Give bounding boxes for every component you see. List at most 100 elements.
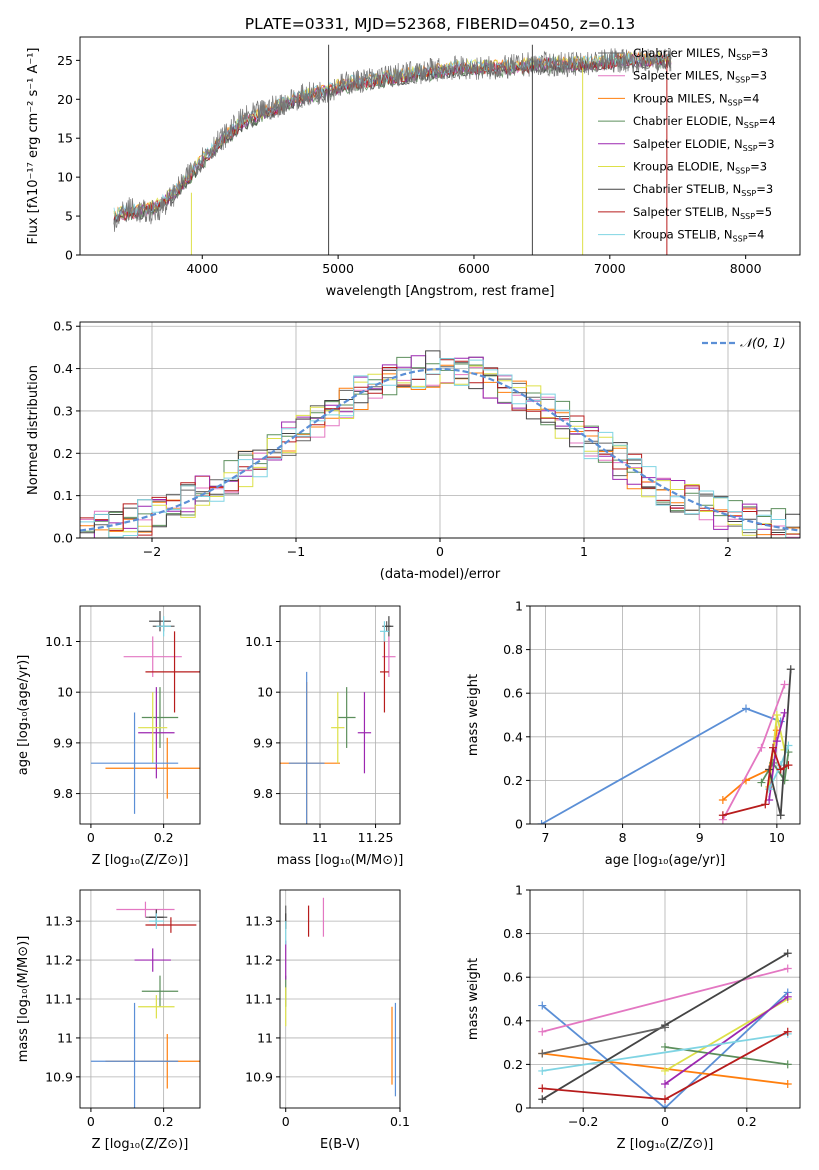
weight-line (541, 707, 782, 824)
y-tick-label: 0.0 (53, 531, 73, 546)
residuals-panel: −2 −1 0 1 2 0.0 0.1 0.2 0.3 0.4 0.5 (data-model)/er… (26, 319, 801, 582)
y-axis-label: mass weight (466, 958, 481, 1040)
x-tick-label: 0 (87, 830, 95, 845)
age-vs-mass-plot-area (280, 616, 396, 824)
y-tick-label: 0.6 (503, 686, 523, 701)
weight-marker (783, 949, 792, 958)
y-axis-label: mass [log₁₀(M/M⊙)] (16, 936, 31, 1063)
weight-marker (786, 665, 795, 674)
weight-marker (784, 761, 793, 770)
weight-marker (783, 1060, 792, 1069)
mass-vs-Z-plot-area (90, 901, 200, 1108)
legend-entry: Salpeter MILES, NSSP=3 (633, 69, 767, 85)
weight-line (541, 991, 789, 1108)
x-tick-label: 9 (696, 830, 704, 845)
y-tick-label: 10 (57, 170, 73, 185)
weight-marker (757, 743, 766, 752)
y-tick-label: 11.1 (45, 992, 73, 1007)
weight-line (542, 1026, 666, 1055)
x-tick-label: 0 (661, 1114, 669, 1129)
y-axis-label: mass weight (466, 674, 481, 756)
x-axis-label: E(B-V) (320, 1137, 360, 1152)
legend-entry: Chabrier MILES, NSSP=3 (633, 46, 768, 62)
weight-line (542, 1033, 788, 1072)
y-tick-label: 0.8 (503, 642, 523, 657)
legend-entry: Kroupa MILES, NSSP=4 (633, 91, 759, 107)
y-tick-label: 1 (515, 883, 523, 898)
y-tick-label: 10.1 (245, 634, 273, 649)
weight-line (768, 669, 792, 816)
y-tick-label: 5 (65, 209, 73, 224)
weight-marker (661, 1023, 669, 1032)
weight-marker (538, 1001, 547, 1010)
weight-marker (538, 1084, 547, 1093)
y-tick-label: 9.9 (253, 735, 273, 750)
weight-marker (537, 820, 546, 824)
x-tick-label: 0.2 (154, 1114, 174, 1129)
x-tick-label: 0.2 (154, 830, 174, 845)
mass-weight-vs-Z-panel: −0.2 0 0.2 0 0.2 0.4 0.6 0.8 1 Z [log₁₀(Z/Z⊙)] mas… (466, 883, 801, 1152)
x-tick-label: 0 (282, 1114, 290, 1129)
weight-marker (718, 796, 727, 805)
y-axis-label: age [log₁₀(age/yr)] (16, 655, 31, 776)
y-axis-label: Flux [fλ10⁻¹⁷ erg cm⁻² s⁻¹ A⁻¹] (26, 48, 41, 245)
y-axis-label: Normed distribution (26, 365, 41, 495)
x-tick-label: 6000 (458, 261, 490, 276)
x-tick-label: 2 (724, 544, 732, 559)
weight-marker (776, 765, 785, 774)
y-tick-label: 0.6 (503, 970, 523, 985)
legend-entry: Chabrier STELIB, NSSP=3 (633, 182, 773, 198)
y-tick-label: 20 (57, 92, 73, 107)
data-trace (113, 48, 672, 232)
axes-frame (79, 36, 801, 256)
weight-marker (761, 800, 770, 809)
y-tick-label: 0 (515, 1101, 523, 1116)
weight-marker (783, 992, 792, 1001)
x-axis-label: wavelength [Angstrom, rest frame] (326, 284, 555, 299)
x-tick-label: 0.2 (737, 1114, 757, 1129)
y-tick-label: 25 (57, 53, 73, 68)
y-tick-label: 10 (257, 685, 273, 700)
histogram-step (80, 365, 800, 538)
x-tick-label: 5000 (322, 261, 354, 276)
weight-marker (661, 1095, 669, 1104)
weight-marker (783, 964, 792, 973)
y-tick-label: 10 (57, 685, 73, 700)
x-axis-label: mass [log₁₀(M/M⊙)] (277, 853, 404, 868)
legend-entry: Chabrier ELODIE, NSSP=4 (633, 114, 776, 130)
x-tick-label: −1 (287, 544, 305, 559)
x-tick-label: 4000 (186, 261, 218, 276)
x-axis-label: (data-model)/error (380, 567, 501, 582)
age-vs-Z-panel: 0 0.2 9.8 9.9 10 10.1 Z [log₁₀(Z/Z⊙)] age [log₁… (16, 605, 201, 868)
age-vs-Z-plot-area (90, 611, 200, 814)
y-tick-label: 0 (65, 248, 73, 263)
y-tick-label: 0.5 (53, 319, 73, 334)
weight-marker (783, 1027, 792, 1036)
histogram-step (80, 358, 800, 538)
weight-marker (538, 1066, 547, 1075)
model-line (113, 53, 672, 221)
x-axis-label: Z [log₁₀(Z/Z⊙)] (92, 1137, 189, 1152)
mass-weight-vs-age-plot-area (537, 665, 795, 824)
y-tick-label: 10.9 (45, 1069, 73, 1084)
x-tick-label: 8000 (730, 261, 762, 276)
y-tick-label: 9.9 (53, 735, 73, 750)
weight-marker (661, 1042, 669, 1051)
y-tick-label: 11.1 (245, 992, 273, 1007)
legend-entry: 𝒩(0, 1) (740, 335, 786, 350)
figure-title: PLATE=0331, MJD=52368, FIBERID=0450, z=0… (245, 15, 635, 33)
x-tick-label: 11 (312, 830, 328, 845)
y-tick-label: 1 (515, 599, 523, 614)
spectrum-panel: 4000 5000 6000 7000 8000 0 5 10 15 20 25 wavelength… (26, 36, 801, 299)
mass-vs-EBV-panel: 0 0.1 10.9 11 11.1 11.2 11.3 E(B-V) (245, 889, 410, 1152)
y-tick-label: 0.3 (53, 403, 73, 418)
axes-frame (279, 605, 401, 825)
x-tick-label: 7000 (594, 261, 626, 276)
axes-frame (79, 889, 201, 1109)
x-axis-label: Z [log₁₀(Z/Z⊙)] (92, 853, 189, 868)
x-tick-label: 11.25 (358, 830, 394, 845)
age-vs-mass-panel: 11 11.25 9.8 9.9 10 10.1 mass [log₁₀(M/M⊙)] (245, 605, 404, 868)
legend-entry: Salpeter ELODIE, NSSP=3 (633, 137, 775, 153)
weight-marker (661, 1104, 669, 1108)
y-tick-label: 0.8 (503, 926, 523, 941)
